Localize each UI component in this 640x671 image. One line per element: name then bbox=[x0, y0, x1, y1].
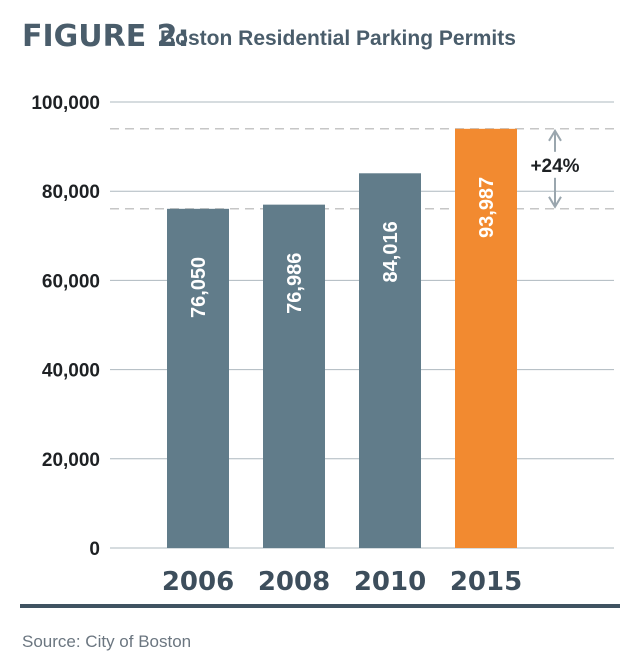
growth-annotation: +24% bbox=[520, 128, 590, 209]
annotation-label-bg bbox=[520, 151, 590, 178]
bar-value-label: 76,050 bbox=[188, 257, 210, 318]
y-tick-label: 100,000 bbox=[31, 93, 100, 114]
source-note: Source: City of Boston bbox=[22, 632, 191, 651]
bar-2015 bbox=[455, 128, 517, 548]
chart-title-prefix: FIGURE 2: bbox=[22, 19, 190, 54]
y-tick-label: 20,000 bbox=[42, 450, 100, 471]
bar-2008 bbox=[263, 204, 325, 548]
y-tick-label: 60,000 bbox=[42, 271, 100, 292]
annotation-label: +24% bbox=[530, 156, 579, 177]
chart-title: Boston Residential Parking Permits bbox=[160, 27, 516, 50]
x-axis-ticks: 2006 2008 2010 2015 bbox=[162, 567, 522, 597]
arrow-down-head bbox=[548, 196, 562, 209]
bars: 76,050 76,986 84,016 93,987 bbox=[167, 128, 517, 548]
x-tick-label: 2010 bbox=[354, 567, 426, 597]
x-tick-label: 2006 bbox=[162, 567, 234, 597]
bottom-rule bbox=[20, 604, 620, 608]
y-tick-label: 80,000 bbox=[42, 182, 100, 203]
bar-2006 bbox=[167, 208, 229, 548]
bar-value-label: 84,016 bbox=[380, 221, 402, 282]
bar-value-label: 93,987 bbox=[476, 177, 498, 238]
y-tick-label: 40,000 bbox=[42, 361, 100, 382]
y-tick-label: 0 bbox=[89, 539, 100, 560]
bar-2010 bbox=[359, 173, 421, 548]
x-tick-label: 2008 bbox=[258, 567, 330, 597]
y-axis-ticks: 0 20,000 40,000 60,000 80,000 100,000 bbox=[31, 93, 100, 560]
arrow-up-head bbox=[548, 128, 562, 142]
bar-value-label: 76,986 bbox=[284, 253, 306, 314]
x-tick-label: 2015 bbox=[450, 567, 522, 597]
